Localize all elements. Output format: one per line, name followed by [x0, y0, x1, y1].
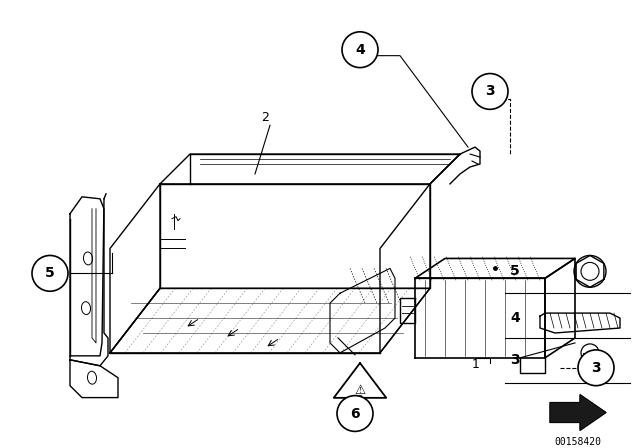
Text: 6: 6: [350, 406, 360, 421]
Text: 5: 5: [510, 264, 520, 278]
Text: 5: 5: [45, 267, 55, 280]
Circle shape: [342, 32, 378, 68]
Text: ⚠: ⚠: [355, 384, 365, 397]
Text: 00158420: 00158420: [554, 437, 602, 448]
Circle shape: [472, 73, 508, 109]
Text: 1: 1: [472, 358, 480, 371]
Polygon shape: [550, 395, 606, 431]
Circle shape: [578, 350, 614, 386]
Circle shape: [337, 396, 373, 431]
Text: 2: 2: [357, 395, 363, 404]
Text: 3: 3: [510, 353, 520, 367]
Text: 4: 4: [510, 311, 520, 325]
Text: 4: 4: [355, 43, 365, 57]
Text: 3: 3: [485, 84, 495, 99]
Text: 2: 2: [261, 111, 269, 124]
Circle shape: [32, 255, 68, 291]
Text: 3: 3: [591, 361, 601, 375]
